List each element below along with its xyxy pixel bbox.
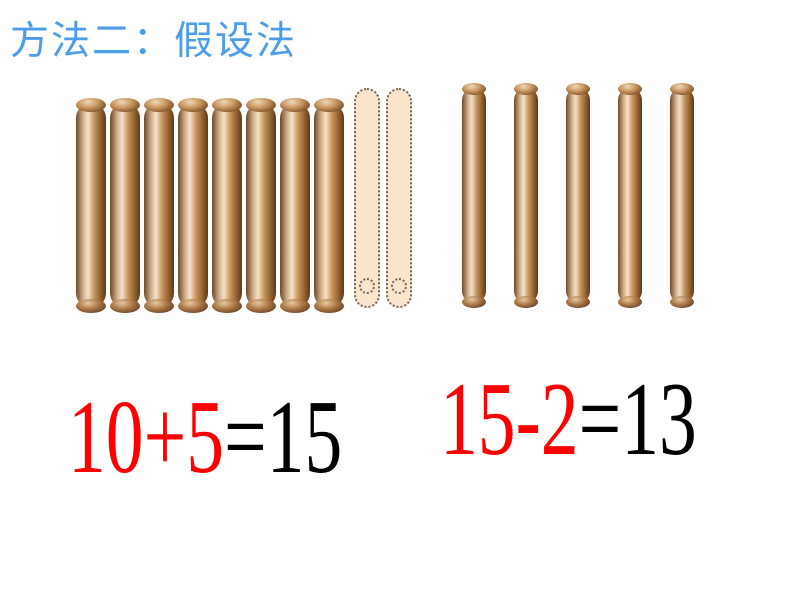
eq-left-rhs: 15 bbox=[267, 378, 343, 495]
stick-solid bbox=[144, 103, 174, 308]
eq-left-mid: 5 bbox=[186, 378, 224, 495]
equation-left: 10+5=15 bbox=[68, 376, 342, 497]
stick-solid bbox=[178, 103, 208, 308]
stick-thin bbox=[618, 88, 642, 303]
eq-right-eq: = bbox=[579, 360, 622, 477]
stick-thin bbox=[670, 88, 694, 303]
stick-dotted bbox=[354, 88, 380, 308]
stick-solid bbox=[76, 103, 106, 308]
stick-solid bbox=[110, 103, 140, 308]
equations-area: 10+5=15 15-2=13 bbox=[0, 358, 794, 558]
equation-right: 15-2=13 bbox=[440, 358, 697, 479]
sticks-diagram bbox=[0, 88, 794, 328]
eq-right-mid: 2 bbox=[541, 360, 579, 477]
eq-right-rhs: 13 bbox=[621, 360, 697, 477]
stick-solid bbox=[212, 103, 242, 308]
left-stick-group bbox=[76, 88, 412, 308]
stick-thin bbox=[514, 88, 538, 303]
stick-thin bbox=[566, 88, 590, 303]
eq-left-lhs: 10+ bbox=[68, 378, 186, 495]
stick-solid bbox=[280, 103, 310, 308]
eq-right-lhs: 15- bbox=[440, 360, 541, 477]
stick-dotted bbox=[386, 88, 412, 308]
stick-solid bbox=[246, 103, 276, 308]
stick-thin bbox=[462, 88, 486, 303]
stick-solid bbox=[314, 103, 344, 308]
eq-left-eq: = bbox=[224, 378, 267, 495]
page-title: 方法二：假设法 bbox=[10, 10, 297, 66]
right-stick-group bbox=[462, 88, 722, 303]
